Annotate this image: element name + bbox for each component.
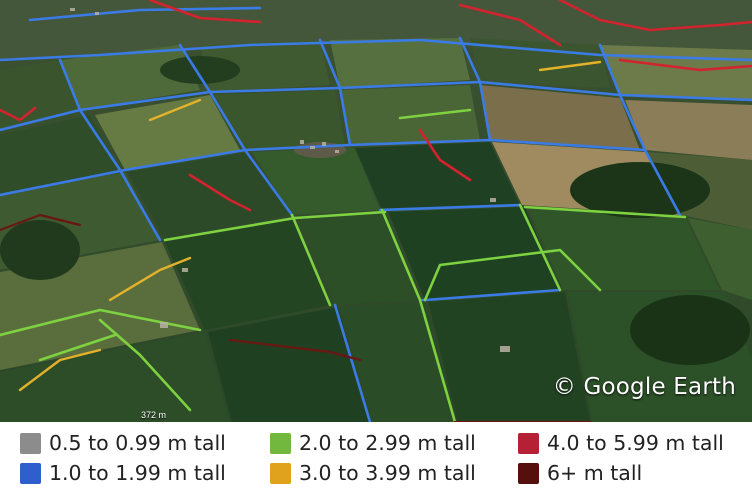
satellite-map: 372 m © Google Earth bbox=[0, 0, 752, 422]
legend-label: 6+ m tall bbox=[547, 461, 643, 485]
legend-item-4-0-to-5-99: 4.0 to 5.99 m tall bbox=[518, 426, 724, 460]
height-legend: 0.5 to 0.99 m tall 1.0 to 1.99 m tall 2.… bbox=[0, 422, 752, 500]
legend-item-0-5-to-0-99: 0.5 to 0.99 m tall bbox=[20, 426, 226, 460]
legend-swatch-blue bbox=[20, 462, 41, 484]
legend-item-3-0-to-3-99: 3.0 to 3.99 m tall bbox=[270, 456, 476, 490]
legend-swatch-grey bbox=[20, 432, 41, 454]
legend-label: 3.0 to 3.99 m tall bbox=[299, 461, 476, 485]
aerial-terrain bbox=[0, 0, 752, 422]
copyright-attribution: © Google Earth bbox=[552, 374, 736, 400]
legend-label: 0.5 to 0.99 m tall bbox=[49, 431, 226, 455]
legend-item-1-0-to-1-99: 1.0 to 1.99 m tall bbox=[20, 456, 226, 490]
legend-label: 1.0 to 1.99 m tall bbox=[49, 461, 226, 485]
legend-swatch-dark-red bbox=[518, 462, 539, 484]
legend-swatch-red bbox=[518, 432, 539, 454]
legend-swatch-yellow bbox=[270, 462, 291, 484]
legend-label: 4.0 to 5.99 m tall bbox=[547, 431, 724, 455]
legend-swatch-green bbox=[270, 432, 291, 454]
legend-label: 2.0 to 2.99 m tall bbox=[299, 431, 476, 455]
legend-item-2-0-to-2-99: 2.0 to 2.99 m tall bbox=[270, 426, 476, 460]
legend-item-6-plus: 6+ m tall bbox=[518, 456, 642, 490]
map-scale-label: 372 m bbox=[141, 410, 167, 420]
